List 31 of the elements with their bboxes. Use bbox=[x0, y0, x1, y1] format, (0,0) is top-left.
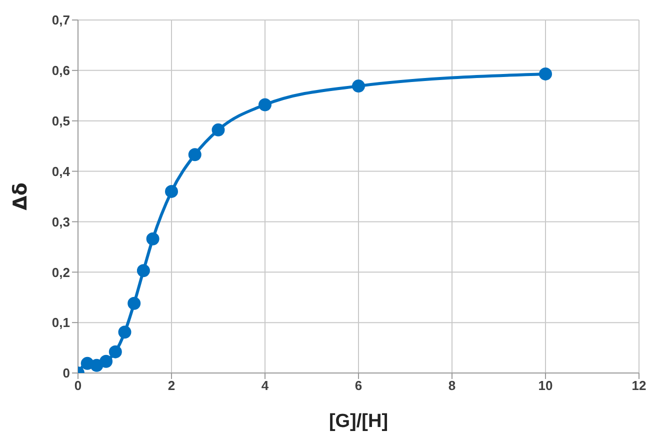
y-tick-label: 0 bbox=[62, 366, 70, 381]
point bbox=[212, 123, 225, 136]
point bbox=[352, 80, 365, 93]
point bbox=[90, 358, 104, 372]
point bbox=[100, 354, 113, 368]
y-tick-label: 0,6 bbox=[52, 63, 70, 78]
y-tick-label: 0,2 bbox=[52, 264, 70, 280]
point bbox=[258, 98, 272, 112]
point bbox=[165, 184, 178, 198]
y-tick-label: 0,4 bbox=[52, 164, 71, 179]
y-tick-label: 0,7 bbox=[52, 12, 70, 28]
point bbox=[539, 67, 552, 80]
point bbox=[80, 356, 94, 370]
x-tick-label: 2 bbox=[168, 378, 176, 394]
point bbox=[128, 296, 141, 310]
y-tick-label: 0,5 bbox=[52, 113, 70, 128]
x-tick-label: 12 bbox=[632, 378, 646, 394]
x-tick-label: 0 bbox=[74, 378, 82, 394]
y-tick-label: 0,3 bbox=[52, 214, 70, 230]
point bbox=[108, 345, 122, 358]
x-axis-title: [G]/[H] bbox=[328, 411, 388, 432]
point bbox=[118, 326, 132, 339]
y-axis-title: Δδ bbox=[10, 182, 32, 210]
y-tick-label: 0,1 bbox=[52, 315, 70, 330]
x-tick-label: 6 bbox=[354, 378, 362, 394]
point bbox=[136, 264, 150, 278]
x-tick-label: 8 bbox=[448, 378, 456, 394]
point bbox=[146, 232, 160, 246]
x-tick-label: 4 bbox=[261, 378, 270, 394]
point bbox=[188, 148, 202, 162]
x-tick-label: 10 bbox=[538, 378, 553, 394]
